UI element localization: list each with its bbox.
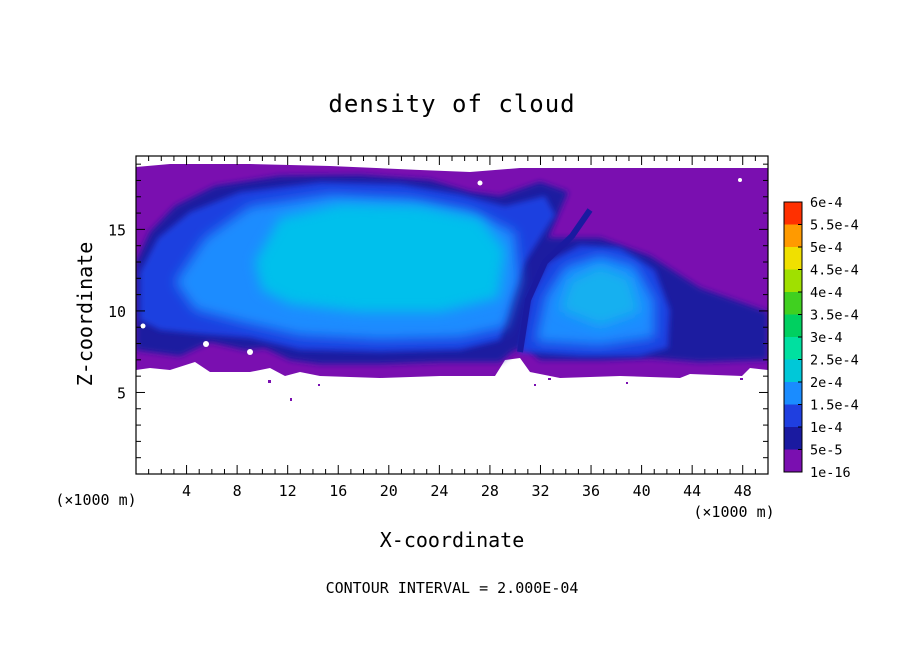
clear-air-gaps [140, 178, 742, 355]
colorbar-label: 3e-4 [810, 330, 843, 346]
x-tick-label: 36 [582, 482, 600, 500]
cloud-filament [517, 208, 593, 353]
colorbar-label: 3.5e-4 [810, 308, 859, 324]
x-tick-label: 44 [683, 482, 701, 500]
x-tick-label: 32 [531, 482, 549, 500]
colorbar-label: 1.5e-4 [810, 398, 859, 414]
colorbar-label: 2e-4 [810, 375, 843, 391]
x-tick-label: 40 [633, 482, 651, 500]
colorbar-swatch [784, 314, 802, 337]
colorbar-swatch [784, 449, 802, 472]
colorbar-label: 1e-4 [810, 420, 843, 436]
y-tick-label: 10 [108, 303, 126, 321]
colorbar-swatch [784, 337, 802, 360]
colorbar-label: 4e-4 [810, 285, 843, 301]
x-axis-label: X-coordinate [380, 528, 525, 552]
colorbar-label: 4.5e-4 [810, 263, 859, 279]
y-tick-label: 5 [117, 384, 126, 402]
cloud-level-2e-4-right [560, 266, 640, 326]
y-tick-label: 15 [108, 221, 126, 239]
x-tick-label: 16 [329, 482, 347, 500]
colorbar-swatch [784, 224, 802, 247]
colorbar-swatch [784, 359, 802, 382]
chart-title: density of cloud [328, 90, 575, 118]
colorbar-label: 2.5e-4 [810, 353, 859, 369]
x-tick-label: 48 [734, 482, 752, 500]
x-tick-label: 8 [233, 482, 242, 500]
y-unit-label: (×1000 m) [55, 491, 136, 509]
colorbar-label: 1e-16 [810, 465, 851, 481]
colorbar-swatch [784, 404, 802, 427]
cloud-level-2e-4 [255, 204, 505, 312]
x-tick-label: 12 [279, 482, 297, 500]
x-unit-label: (×1000 m) [693, 503, 774, 521]
colorbar-swatch [784, 382, 802, 405]
contour-interval-note: CONTOUR INTERVAL = 2.000E-04 [326, 579, 579, 597]
x-tick-label: 4 [182, 482, 191, 500]
colorbar-label: 5e-4 [810, 240, 843, 256]
x-tick-label: 24 [430, 482, 448, 500]
colorbar-label: 5e-5 [810, 443, 843, 459]
colorbar-swatch [784, 247, 802, 270]
x-tick-label: 28 [481, 482, 499, 500]
colorbar-swatch [784, 292, 802, 315]
colorbar: 1e-16 5e-5 1e-4 1.5e-4 2e-4 2.5e-4 3e-4 3.5e-4 4… [783, 195, 859, 481]
y-axis-label: Z-coordinate [73, 242, 97, 387]
x-tick-label: 20 [380, 482, 398, 500]
heatmap-field [136, 164, 768, 401]
colorbar-label: 6e-4 [810, 195, 843, 211]
cloud-specks [268, 378, 743, 401]
colorbar-swatch [784, 202, 802, 225]
colorbar-swatch [784, 427, 802, 450]
x-axis: 4 8 12 16 20 24 28 32 36 40 44 48 [148, 156, 756, 500]
colorbar-swatch [784, 269, 802, 292]
colorbar-label: 5.5e-4 [810, 218, 859, 234]
y-axis: 5 10 15 [108, 163, 768, 459]
